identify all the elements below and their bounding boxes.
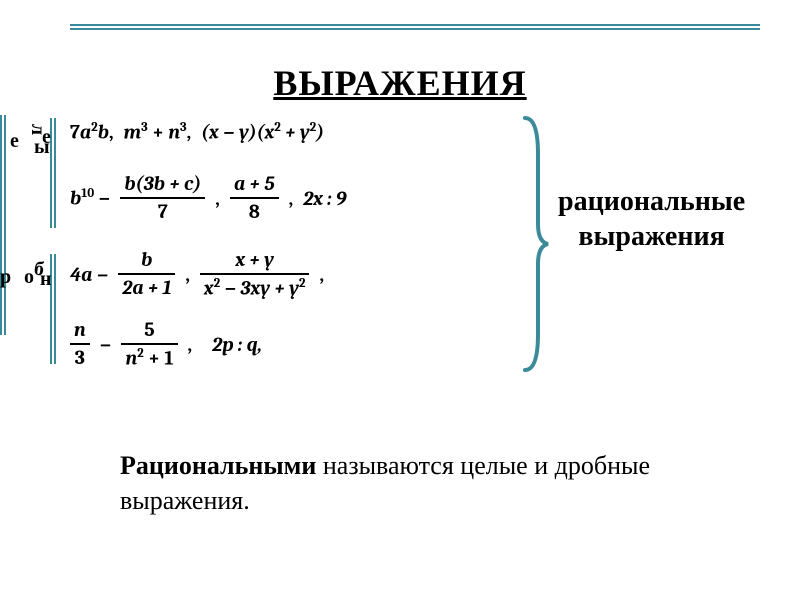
pow: 2 [274, 120, 281, 135]
fraction: a + 5 8 [230, 172, 279, 224]
denominator: 8 [245, 200, 264, 224]
expr: 2x : 9 [303, 187, 346, 210]
fraction: b 2a + 1 [118, 248, 175, 300]
comma: , [185, 263, 190, 286]
comma: , [188, 333, 193, 356]
top-horizontal-rule [70, 24, 760, 30]
footer-definition: Рациональными называются целые и дробные… [120, 448, 680, 518]
numerator: b(3b + c) [120, 172, 205, 196]
expr: ) [316, 121, 324, 144]
group1-letter: е [42, 126, 51, 149]
comma: , [215, 187, 220, 210]
comma: , [289, 187, 294, 210]
fraction: 5 n2 + 1 [121, 318, 177, 371]
var: b [70, 187, 81, 210]
var: n [168, 121, 180, 144]
fraction: x + y x2 − 3xy + y2 [200, 248, 309, 301]
op: + [148, 121, 169, 144]
fraction: n 3 [70, 318, 90, 370]
pow: 2 [299, 276, 306, 291]
denominator: 7 [154, 200, 172, 224]
op: − [94, 187, 110, 210]
expr: + y [281, 121, 310, 144]
math-row-4: n 3 − 5 n2 + 1 , 2p : q, [70, 318, 510, 371]
numerator: a + 5 [230, 172, 279, 196]
var: x [204, 277, 214, 300]
numerator: b [137, 248, 156, 272]
right-brace-icon [520, 114, 550, 374]
comma: , [187, 121, 192, 144]
expr: (x − y)(x [201, 121, 274, 144]
footer-bold: Рациональными [120, 451, 316, 480]
pow: 2 [137, 346, 144, 361]
math-row-3: 4a − b 2a + 1 , x + y x2 − 3xy + y2 , [70, 248, 510, 301]
op: − [100, 333, 112, 356]
numerator: x + y [232, 248, 278, 272]
group2-letter: н [40, 268, 52, 291]
fraction: b(3b + c) 7 [120, 172, 205, 224]
left-vertical-rule [0, 115, 6, 335]
right-label-line1: рациональные [558, 184, 745, 219]
pow: 3 [141, 120, 148, 135]
group1-letter: е [10, 130, 19, 153]
expr: + 1 [144, 347, 174, 370]
numerator: 5 [140, 318, 158, 342]
comma: , [319, 263, 324, 286]
right-label-line2: выражения [558, 219, 745, 254]
page-title: ВЫРАЖЕНИЯ [0, 62, 800, 104]
coef: 7 [70, 121, 80, 144]
math-row-1: 7a2b, m3 + n3, (x − y)(x2 + y2) [70, 120, 510, 144]
group2-letter: р [0, 266, 11, 289]
denominator: 3 [71, 346, 89, 370]
expr: 2p : q, [212, 333, 262, 356]
right-label: рациональные выражения [558, 184, 745, 254]
var: n [125, 347, 137, 370]
pow: 2 [91, 120, 98, 135]
denominator: 2a + 1 [118, 276, 175, 300]
comma: , [109, 121, 114, 144]
expr: − 3xy + y [220, 277, 299, 300]
expr: 4a − [70, 263, 108, 286]
var: m [124, 121, 141, 144]
var: a [80, 121, 91, 144]
numerator: n [70, 318, 90, 342]
pow: 10 [81, 186, 94, 201]
pow: 3 [180, 120, 187, 135]
math-row-2: b10 − b(3b + c) 7 , a + 5 8 , 2x : 9 [70, 172, 510, 224]
var: b [98, 121, 109, 144]
